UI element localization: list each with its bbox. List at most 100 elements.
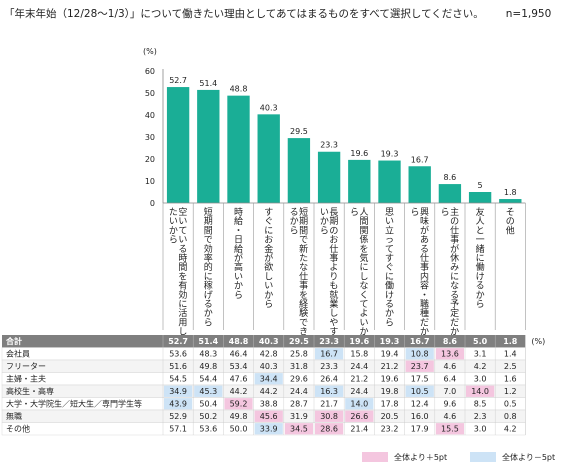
bar bbox=[499, 199, 522, 203]
table-cell: 2.3 bbox=[474, 412, 487, 421]
category-label-char: 友 bbox=[476, 206, 485, 218]
highlight-above bbox=[315, 423, 344, 435]
category-label-char: ぐ bbox=[385, 263, 394, 273]
category-label: 短期間で効率的に稼げるから短期間で効率的に稼げるから bbox=[204, 206, 213, 328]
category-label-char: 業 bbox=[329, 298, 338, 310]
table-cell: 50.0 bbox=[230, 425, 248, 434]
category-label-char: 時 bbox=[178, 253, 187, 264]
category-label-char: 給 bbox=[234, 215, 243, 227]
category-label-char: か bbox=[234, 281, 243, 292]
category-label-char: け bbox=[385, 290, 394, 301]
table-cell: 21.7 bbox=[320, 400, 338, 409]
table-cell: 24.4 bbox=[350, 362, 368, 371]
row-label: 会社員 bbox=[6, 349, 30, 359]
category-label-char: い bbox=[320, 208, 329, 218]
category-label: その他その他 bbox=[506, 207, 515, 236]
y-tick-label: 60 bbox=[145, 67, 155, 76]
category-label-char: 種 bbox=[420, 308, 429, 319]
table-cell: 3.0 bbox=[474, 375, 487, 384]
category-label-char: げ bbox=[204, 290, 213, 301]
category-label: 空いている時間を有効に活用したいから空いている時間を有効に活用したいから bbox=[169, 206, 188, 338]
bar bbox=[317, 151, 341, 203]
category-label-char: お bbox=[264, 235, 273, 246]
table-cell: 23.3 bbox=[319, 337, 339, 346]
category-label-char: 短 bbox=[299, 206, 308, 218]
table-cell: 17.9 bbox=[411, 425, 429, 434]
table-cell: 16.0 bbox=[411, 412, 429, 421]
table-cell: 54.5 bbox=[169, 375, 187, 384]
highlight-above bbox=[435, 348, 464, 360]
category-label-char: い bbox=[360, 318, 369, 328]
table-cell: 25.8 bbox=[290, 350, 308, 359]
table-cell: 17.5 bbox=[411, 375, 429, 384]
category-label-char: 長 bbox=[329, 207, 338, 218]
table-cell: 4.2 bbox=[474, 362, 487, 371]
table-row: 主婦・主夫 54.5 54.4 47.6 34.4 29.6 26.4 21.2 19.6 17.… bbox=[1, 372, 526, 386]
category-label-char: な bbox=[360, 281, 369, 292]
category-label-char: る bbox=[204, 299, 213, 310]
category-label-char: て bbox=[385, 245, 394, 255]
highlight-above bbox=[435, 423, 464, 435]
table-cell: 8.5 bbox=[474, 400, 487, 409]
category-label: 短期間で新たな仕事を経験できるから短期間で新たな仕事を経験できるから bbox=[290, 206, 309, 338]
category-label-char: 仕 bbox=[329, 243, 338, 255]
category-label-char: で bbox=[299, 318, 308, 328]
category-label-char: い bbox=[385, 217, 394, 227]
category-label-char: か bbox=[476, 290, 485, 301]
category-label-char: い bbox=[169, 217, 178, 227]
table-cell: 40.3 bbox=[260, 362, 278, 371]
table-cell: 29.5 bbox=[289, 337, 309, 346]
table-cell: 57.1 bbox=[169, 425, 187, 434]
category-label-char: 働 bbox=[476, 261, 485, 273]
category-label-char: す bbox=[264, 207, 273, 218]
category-label-char: 内 bbox=[420, 270, 429, 282]
bar bbox=[166, 87, 190, 203]
category-label-char: 稼 bbox=[204, 280, 213, 292]
table-cell: 10.8 bbox=[411, 350, 429, 359]
category-label: すぐにお金が欲しいからすぐにお金が欲しいから bbox=[264, 207, 273, 310]
highlight-above bbox=[224, 398, 253, 410]
table-row: その他 57.1 53.6 50.0 33.9 34.5 28.6 21.4 23.2 17.9 1… bbox=[1, 422, 526, 436]
table-cell: 4.6 bbox=[444, 412, 457, 421]
bar-value-label: 51.4 bbox=[199, 79, 217, 88]
category-label-char: 味 bbox=[420, 215, 429, 227]
row-label: 高校生・高専 bbox=[6, 386, 54, 396]
highlight-below bbox=[254, 373, 283, 385]
highlight-above bbox=[405, 360, 434, 372]
category-label-layer: 空いている時間を有効に活用したいから空いている時間を有効に活用したいから 短期間で… bbox=[162, 202, 526, 338]
table-cell: 45.6 bbox=[260, 412, 278, 421]
category-label-char: 事 bbox=[299, 280, 308, 292]
category-label: 友人と一緒に働けるから友人と一緒に働けるから bbox=[476, 206, 485, 310]
table-cell: 48.3 bbox=[199, 350, 217, 359]
category-label-char: る bbox=[420, 244, 429, 255]
category-label-char: 仕 bbox=[450, 224, 459, 236]
category-label-char: と bbox=[476, 225, 485, 236]
table-cell: 38.8 bbox=[260, 400, 278, 409]
table-cell: 16.7 bbox=[320, 350, 338, 359]
table-cell: 9.6 bbox=[444, 400, 457, 409]
table-cell: 14.0 bbox=[471, 387, 489, 396]
bar-value-label: 23.3 bbox=[320, 141, 338, 150]
category-label-char: に bbox=[450, 271, 459, 282]
category-label-char: ・ bbox=[420, 291, 429, 301]
category-label-char: の bbox=[450, 217, 459, 227]
category-label-char: 効 bbox=[204, 243, 213, 255]
category-label-char: 緒 bbox=[476, 243, 485, 255]
table-cell: 28.6 bbox=[320, 425, 338, 434]
category-label-char: を bbox=[360, 244, 369, 255]
bar-layer: 52.7 51.4 48.8 40.3 29.5 23.3 19.6 19.3 16.7 8.6 5… bbox=[166, 76, 522, 203]
category-label-char: 気 bbox=[360, 252, 369, 264]
category-label-char: い bbox=[178, 217, 187, 227]
category-label-char: 興 bbox=[420, 207, 429, 218]
category-label-char: 休 bbox=[450, 252, 459, 264]
category-label: 主の仕事が休みになる予定だから主の仕事が休みになる予定だから bbox=[441, 206, 460, 338]
table-cell: 50.4 bbox=[199, 400, 217, 409]
table-cell: 23.3 bbox=[320, 362, 338, 371]
axis-layer: (%) 0 10 20 30 40 50 60 bbox=[143, 47, 164, 208]
category-label-char: 人 bbox=[476, 216, 485, 227]
category-label-char: 験 bbox=[299, 307, 308, 319]
category-label-char: 予 bbox=[450, 299, 459, 310]
table-cell: 33.9 bbox=[260, 425, 278, 434]
category-label-char: 金 bbox=[264, 243, 273, 255]
